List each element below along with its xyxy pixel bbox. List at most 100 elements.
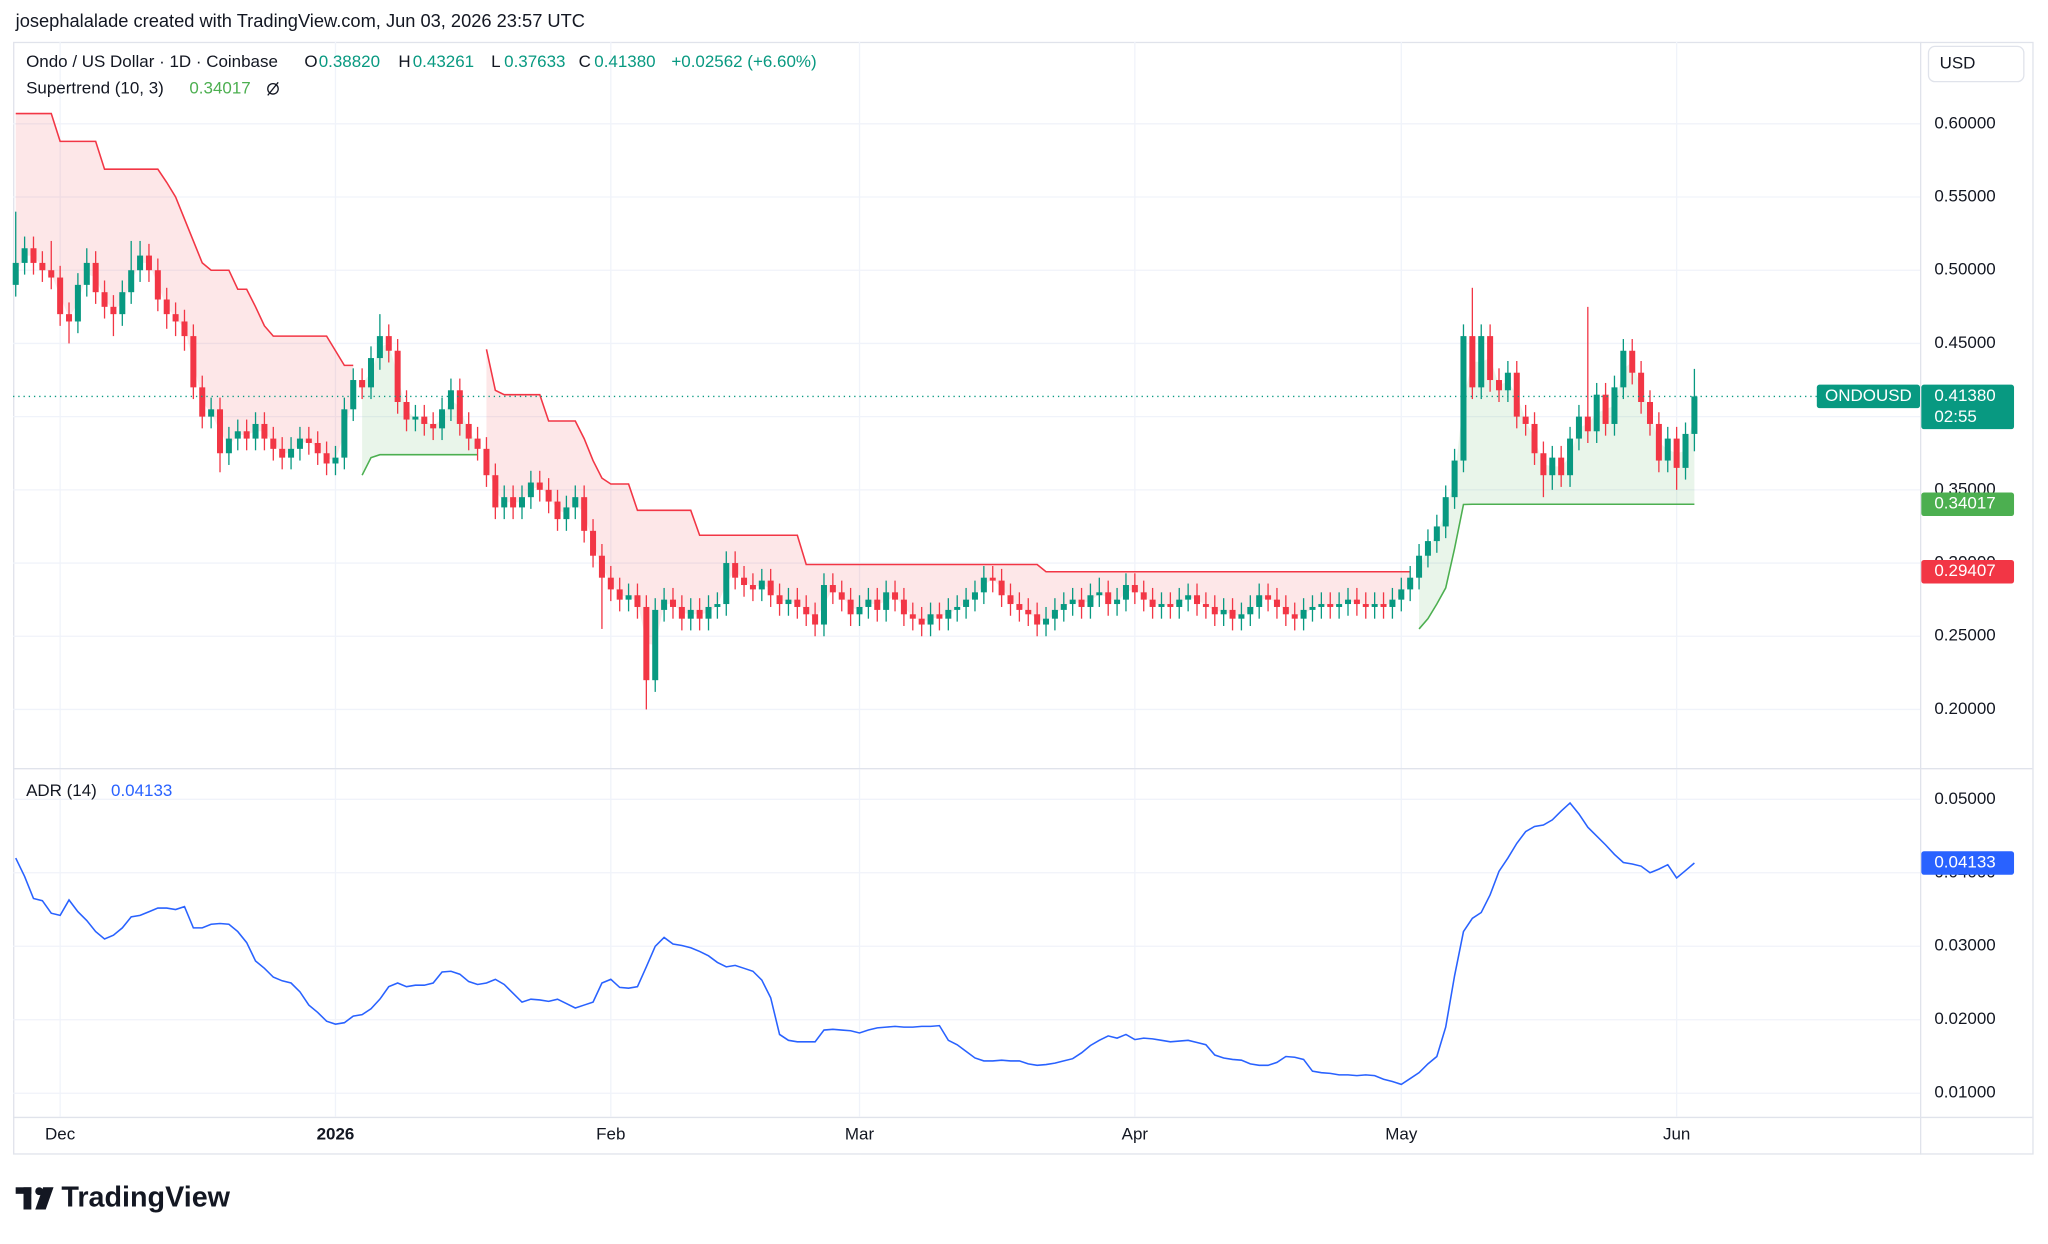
candle-body — [1407, 577, 1414, 590]
candle-body — [572, 497, 579, 508]
symbol-tag-text: ONDOUSD — [1825, 386, 1912, 405]
candle-body — [820, 585, 827, 625]
candle-body — [465, 423, 472, 439]
currency-button[interactable] — [1927, 45, 2025, 83]
candle-body — [1531, 423, 1538, 454]
candle-body — [554, 501, 561, 520]
candle-body — [687, 609, 694, 619]
candle-body — [1122, 585, 1129, 600]
candle-body — [714, 604, 721, 607]
candle-body — [57, 277, 64, 315]
candle-body — [1362, 604, 1369, 607]
candle-body — [1211, 606, 1218, 615]
candle-body — [1265, 595, 1272, 600]
candle-body — [892, 592, 899, 600]
candle-body — [1300, 609, 1307, 619]
adr-line — [15, 801, 1695, 1086]
candle-body — [1247, 606, 1254, 615]
candle-body — [1371, 604, 1378, 607]
hide-icon[interactable] — [267, 81, 279, 96]
y-tick-label: 0.02000 — [1934, 1009, 1995, 1028]
candle-body — [1238, 614, 1245, 619]
x-tick-label: May — [1385, 1125, 1418, 1144]
candle-body — [1336, 604, 1343, 607]
candle-body — [865, 599, 872, 607]
candle-body — [323, 453, 330, 464]
candle-body — [225, 438, 232, 454]
hide-icon-slash[interactable] — [267, 81, 279, 96]
candle-body — [376, 336, 383, 359]
attribution: josephalalade created with TradingView.c… — [15, 10, 585, 31]
candle-body — [838, 592, 845, 600]
candle-body — [1194, 595, 1201, 605]
candle-body — [1114, 599, 1121, 605]
candle-body — [785, 599, 792, 605]
candle-body — [137, 255, 144, 271]
brand-name: TradingView — [61, 1182, 230, 1214]
candle-body — [1460, 336, 1467, 461]
candle-body — [412, 416, 419, 420]
trend-fill — [15, 113, 354, 461]
candle-body — [1353, 599, 1360, 605]
candle-body — [1025, 609, 1032, 615]
candle-body — [1007, 595, 1014, 605]
candle-body — [643, 606, 650, 681]
candle-body — [661, 599, 668, 610]
candle-body — [270, 438, 277, 449]
candle-body — [66, 314, 73, 322]
candle-body — [21, 248, 28, 263]
trend-fill — [362, 343, 478, 476]
candle-body — [1131, 585, 1138, 593]
chart-frame — [13, 41, 2034, 1155]
candle-body — [1664, 438, 1671, 461]
candle-body — [794, 599, 801, 607]
candle-body — [1469, 336, 1476, 388]
candle-body — [74, 284, 81, 322]
candle-body — [758, 580, 765, 590]
candle-body — [1602, 394, 1609, 424]
plot-layer — [12, 112, 1920, 1086]
candle-body — [1451, 460, 1458, 498]
candle-body — [501, 497, 508, 508]
countdown-text: 02:55 — [1934, 407, 1976, 426]
tag-layer: ONDOUSD 0.41380 02:55 0.34017 0.29407 0.04133 — [1816, 384, 2015, 875]
candle-body — [998, 580, 1005, 596]
candle-body — [1105, 592, 1112, 605]
candle-body — [741, 577, 748, 586]
candle-body — [989, 577, 996, 581]
candle-body — [510, 497, 517, 508]
candle-body — [92, 262, 99, 293]
x-tick-label: Jun — [1663, 1125, 1690, 1144]
candle-body — [1424, 541, 1431, 556]
candle-body — [1273, 599, 1280, 607]
hide-icon-circle[interactable] — [267, 82, 279, 95]
candle-body — [900, 599, 907, 615]
candle-body — [847, 599, 854, 615]
candle-body — [48, 270, 55, 278]
candle-body — [1478, 336, 1485, 388]
candle-body — [1149, 599, 1156, 607]
candle-body — [439, 409, 446, 429]
candle-body — [83, 262, 90, 285]
ohlc-key: H — [398, 52, 410, 71]
candle-body — [1060, 604, 1067, 610]
candle-body — [767, 580, 774, 596]
ohlc-value: 0.41380 — [594, 52, 655, 71]
candle-body — [1158, 604, 1165, 607]
candle-body — [545, 489, 552, 502]
adr-value: 0.04133 — [111, 781, 172, 800]
currency-label[interactable]: USD — [1940, 54, 1976, 73]
adr-title: ADR (14) — [26, 781, 97, 800]
candle-body — [1176, 599, 1183, 607]
candle-body — [616, 589, 623, 600]
ohlc-value: 0.43261 — [413, 52, 474, 71]
candle-body — [971, 592, 978, 600]
candle-body — [12, 262, 19, 285]
indicator-tag — [1921, 559, 2015, 584]
change-value: +0.02562 (+6.60%) — [671, 52, 816, 71]
candle-body — [30, 248, 37, 263]
candle-body — [1513, 372, 1520, 417]
candle-body — [1522, 416, 1529, 424]
